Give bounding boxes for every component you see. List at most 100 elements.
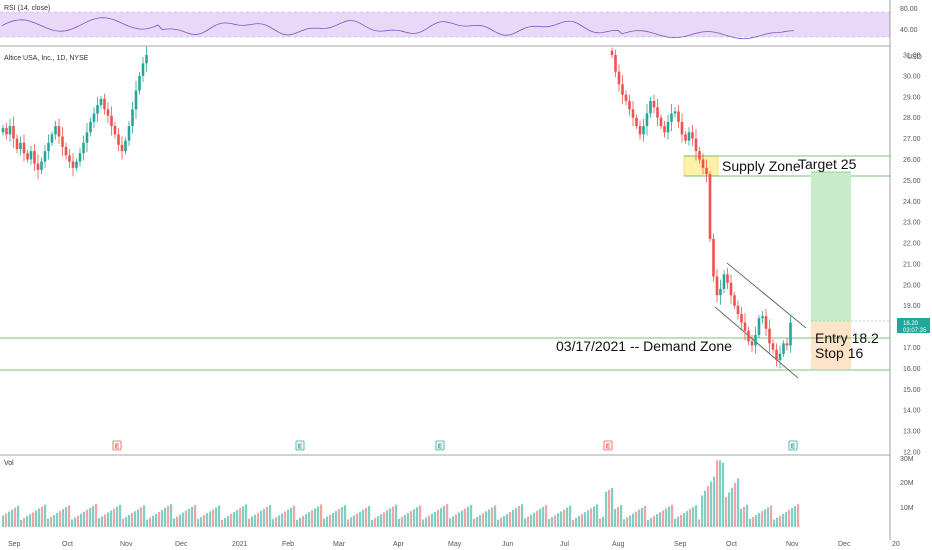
volume-bar [242,506,245,527]
early-candle [85,132,89,143]
volume-bar [194,504,197,527]
volume-bar [686,511,689,527]
volume-bar [524,518,527,527]
volume-bar [278,515,281,527]
volume-bar [635,511,638,527]
early-candle [36,163,40,170]
early-candle [26,153,29,160]
volume-bar [164,508,167,527]
volume-bar [557,513,560,527]
volume-bar [365,507,368,527]
volume-bar [614,508,617,527]
volume-bar [665,508,668,527]
early-candle [68,155,71,162]
volume-bar [335,510,338,527]
last-price-value: 18.20 [903,321,919,327]
price-tick-label: 23.00 [903,220,921,227]
earnings-marker [603,440,613,451]
volume-bar [71,519,74,527]
candles-group [1,46,792,369]
volume-bar [332,512,335,527]
volume-bar [377,516,380,527]
volume-bar [425,517,428,527]
volume-bar [587,510,590,527]
volume-bar [197,519,200,527]
volume-label: Vol [4,460,14,467]
volume-bar [692,507,695,527]
volume-bar [113,508,116,527]
volume-bar [677,516,680,527]
volume-bar [716,460,719,527]
volume-bar [17,505,20,527]
volume-bar [431,513,434,527]
volume-bar [257,512,260,527]
early-candle [113,126,117,135]
volume-bar [185,510,188,527]
currency-label: USD [907,54,922,61]
volume-bar [125,516,128,527]
volume-bar [773,519,776,527]
volume-bar [62,509,65,527]
volume-panel: Vol 30M 20M 10M [2,456,914,527]
price-tick-label: 14.00 [903,408,921,415]
volume-bar [38,508,41,527]
volume-bar [224,517,227,527]
volume-bar [647,519,650,527]
volume-bar [245,504,248,527]
volume-bar [602,516,605,527]
early-candle [75,161,78,168]
recent-candle [768,328,771,344]
volume-bar [74,517,77,527]
rsi-tick-40: 40.00 [900,27,918,34]
volume-bar [638,509,641,527]
volume-bar [740,508,743,527]
volume-bar [146,519,149,527]
volume-bar [575,517,578,527]
volume-bar [83,511,86,527]
volume-bar [422,519,425,527]
stop-label: Stop 16 [815,345,863,361]
price-tick-label: 25.00 [903,178,921,185]
recent-candle [775,349,778,361]
volume-bar [137,509,140,527]
earnings-marker [788,440,798,451]
volume-bar [695,505,698,527]
volume-bar [287,509,290,527]
volume-bar [248,518,251,527]
volume-bar [767,507,770,527]
volume-bar [221,519,224,527]
volume-bar [788,509,791,527]
early-candle [134,90,138,110]
earnings-marker-label: E [606,444,611,451]
volume-bar [11,509,14,527]
volume-bar [551,517,554,527]
volume-bar [308,512,311,527]
recent-candle [687,132,691,141]
recent-candle [764,316,768,329]
volume-bar [317,506,320,527]
volume-bar [341,507,344,527]
volume-bar [758,513,761,527]
recent-candle [659,117,663,127]
volume-bar [167,506,170,527]
recent-candle [785,343,789,346]
price-panel: Altice USA, Inc., 1D, NYSE Supply Zone T… [0,46,930,457]
volume-bar [50,516,53,527]
early-candle [54,126,57,135]
vol-tick-20m: 20M [900,480,914,487]
rsi-band [0,12,890,37]
early-candle [106,109,110,116]
recent-candle [635,117,638,127]
volume-bar [623,519,626,527]
volume-bar [371,520,374,527]
volume-bar [404,514,407,527]
volume-bar [752,516,755,527]
volume-bar [539,508,542,527]
volume-bar [755,515,758,527]
volume-bar [794,506,797,527]
supply-zone-label: Supply Zone [722,158,801,174]
volume-bar [548,519,551,527]
x-axis-label: Jul [560,541,569,548]
recent-candle [743,322,747,331]
